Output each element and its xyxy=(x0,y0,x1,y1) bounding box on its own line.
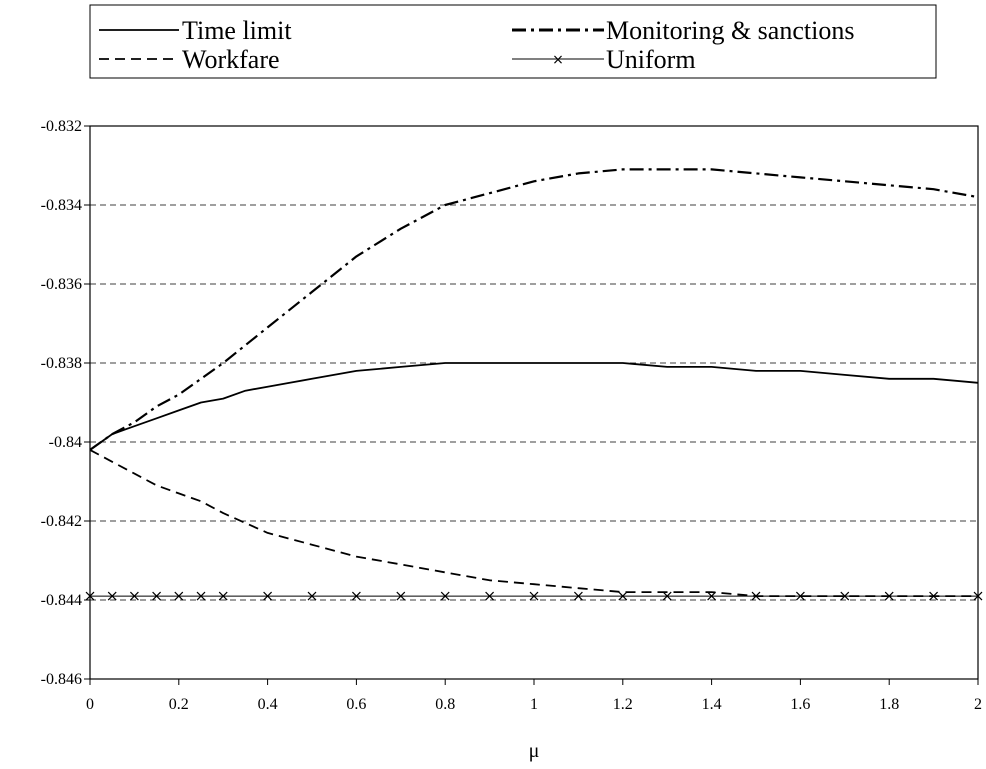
y-tick-label: -0.834 xyxy=(41,197,82,214)
marker-uniform xyxy=(152,591,162,601)
gridlines xyxy=(90,204,978,601)
marker-uniform xyxy=(840,591,850,601)
series-line-time-limit xyxy=(89,362,979,451)
series-line-monitoring-sanctions xyxy=(89,168,979,451)
y-tick-label: -0.836 xyxy=(41,276,82,293)
y-tick-label: -0.844 xyxy=(41,592,82,609)
marker-uniform xyxy=(107,591,117,601)
y-tick-label: -0.84 xyxy=(49,434,82,451)
marker-uniform xyxy=(529,591,539,601)
marker-uniform xyxy=(196,591,206,601)
x-tick-label: 1.4 xyxy=(702,696,722,713)
legend-label-time-limit: Time limit xyxy=(182,16,292,45)
legend-box xyxy=(89,4,937,79)
marker-uniform xyxy=(707,591,717,601)
marker-uniform xyxy=(85,591,95,601)
marker-uniform xyxy=(485,591,495,601)
legend-swatch-uniform-marker: × xyxy=(552,52,564,68)
marker-uniform xyxy=(795,591,805,601)
y-tick-label: -0.838 xyxy=(41,355,82,372)
x-tick-label: 2 xyxy=(974,696,982,713)
y-tick-label: -0.842 xyxy=(41,513,82,530)
x-tick-label: 0.2 xyxy=(169,696,189,713)
legend-label-monitoring-sanctions: Monitoring & sanctions xyxy=(606,16,854,45)
x-tick-label: 1.2 xyxy=(613,696,633,713)
legend-label-workfare: Workfare xyxy=(182,45,280,74)
x-tick-label: 0 xyxy=(86,696,94,713)
series-line-workfare xyxy=(89,449,978,597)
marker-uniform xyxy=(174,591,184,601)
series-lines xyxy=(85,168,983,601)
x-tick-label: 0.4 xyxy=(258,696,278,713)
marker-uniform xyxy=(973,591,983,601)
y-tick-label: -0.846 xyxy=(41,671,82,688)
marker-uniform xyxy=(662,591,672,601)
marker-uniform xyxy=(307,591,317,601)
x-tick-label: 0.8 xyxy=(435,696,455,713)
marker-uniform xyxy=(263,591,273,601)
x-tick-label: 1 xyxy=(530,696,538,713)
y-axis-ticks: -0.832 -0.834 -0.836 -0.838 -0.84 -0.842 -0.84… xyxy=(41,118,90,688)
x-axis-label: μ xyxy=(529,740,540,762)
y-tick-label: -0.832 xyxy=(41,118,82,135)
legend-label-uniform: Uniform xyxy=(606,45,696,74)
marker-uniform xyxy=(884,591,894,601)
marker-uniform xyxy=(218,591,228,601)
marker-uniform xyxy=(751,591,761,601)
legend: Time limit Workfare Monitoring & sanctio… xyxy=(89,4,937,79)
marker-uniform xyxy=(618,591,628,601)
marker-uniform xyxy=(929,591,939,601)
x-tick-label: 1.8 xyxy=(879,696,899,713)
marker-uniform xyxy=(440,591,450,601)
x-tick-label: 1.6 xyxy=(790,696,810,713)
marker-uniform xyxy=(573,591,583,601)
marker-uniform xyxy=(396,591,406,601)
x-tick-label: 0.6 xyxy=(346,696,366,713)
marker-uniform xyxy=(129,591,139,601)
marker-uniform xyxy=(351,591,361,601)
x-axis-ticks: 0 0.2 0.4 0.6 0.8 1 1.2 1.4 1.6 1.8 2 xyxy=(86,679,982,713)
